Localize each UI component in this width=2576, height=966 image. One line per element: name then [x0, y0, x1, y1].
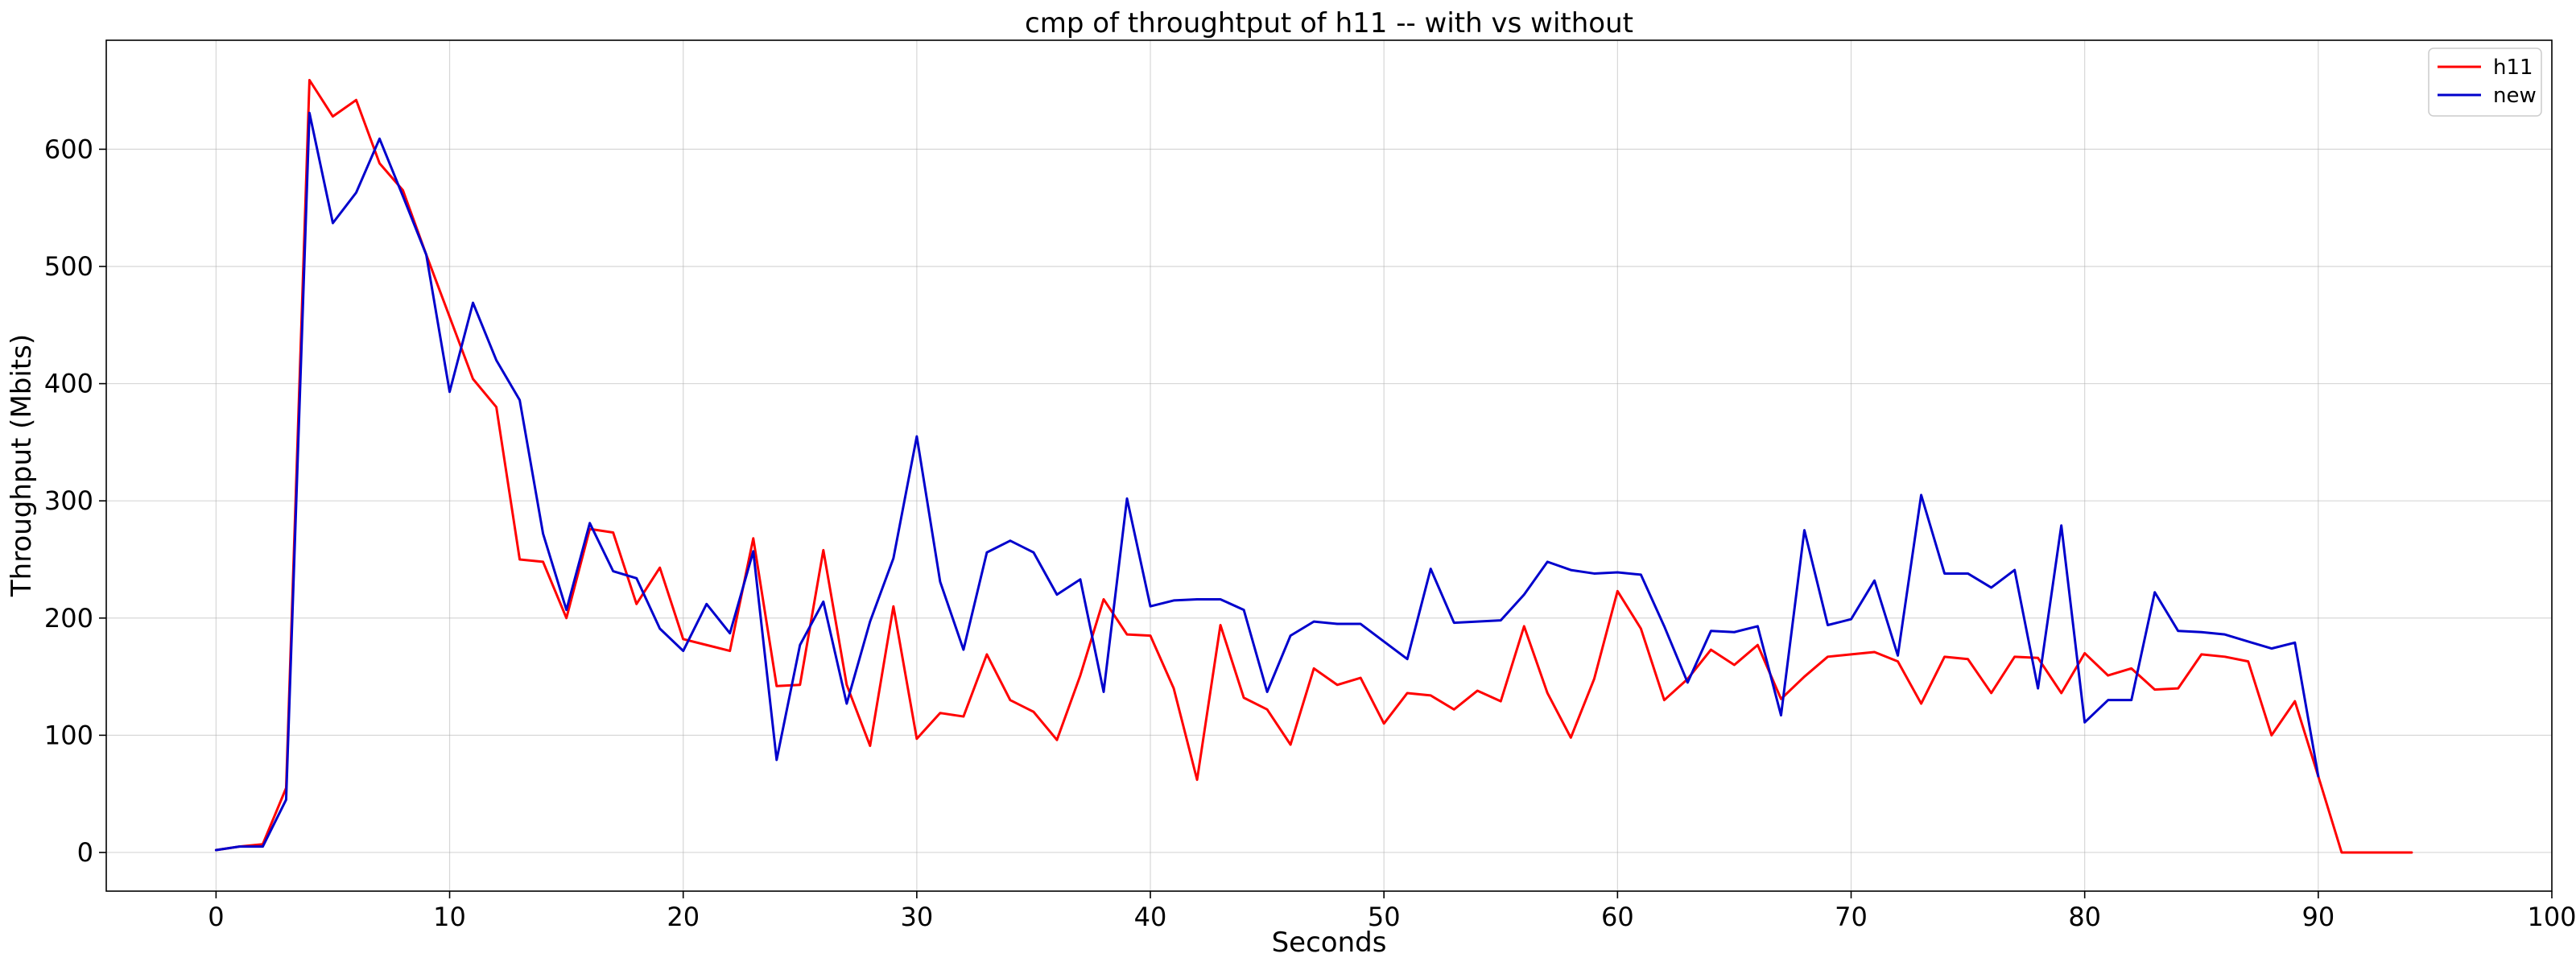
x-tick-label: 100 [2527, 902, 2576, 932]
y-tick-label: 400 [44, 369, 93, 399]
y-tick-label: 500 [44, 251, 93, 282]
x-tick-label: 10 [433, 902, 466, 932]
y-tick-label: 600 [44, 134, 93, 164]
legend-label-new: new [2493, 84, 2537, 108]
y-tick-label: 300 [44, 485, 93, 516]
x-tick-label: 70 [1835, 902, 1868, 932]
x-tick-label: 30 [901, 902, 934, 932]
x-tick-label: 20 [667, 902, 700, 932]
series-line-new [214, 111, 2320, 852]
x-tick-label: 0 [208, 902, 224, 932]
legend-items: h11 new [2438, 56, 2537, 108]
x-axis-label: Seconds [1272, 927, 1387, 959]
x-tick-label: 50 [1368, 902, 1401, 932]
x-tick-label: 40 [1134, 902, 1167, 932]
plot-area-frame [105, 39, 2553, 892]
legend-label-h11: h11 [2493, 56, 2533, 80]
grid-lines [106, 40, 2553, 891]
legend-box [2428, 47, 2542, 117]
y-axis-label: Throughput (Mbits) [6, 334, 38, 597]
x-tick-label: 60 [1601, 902, 1634, 932]
series-line-h11 [214, 79, 2413, 854]
series-lines [214, 79, 2413, 854]
legend: h11 new [2428, 47, 2542, 117]
y-tick-label: 0 [77, 837, 93, 868]
y-tick-label: 100 [44, 720, 93, 750]
axis-ticks: 0 10 20 30 40 50 60 70 80 90 100 0 100 200 300 400 500 60… [44, 134, 2576, 932]
chart-title: cmp of throughtput of h11 -- with vs wit… [1025, 7, 1633, 39]
x-tick-label: 80 [2068, 902, 2101, 932]
y-tick-label: 200 [44, 603, 93, 634]
x-tick-label: 90 [2301, 902, 2334, 932]
